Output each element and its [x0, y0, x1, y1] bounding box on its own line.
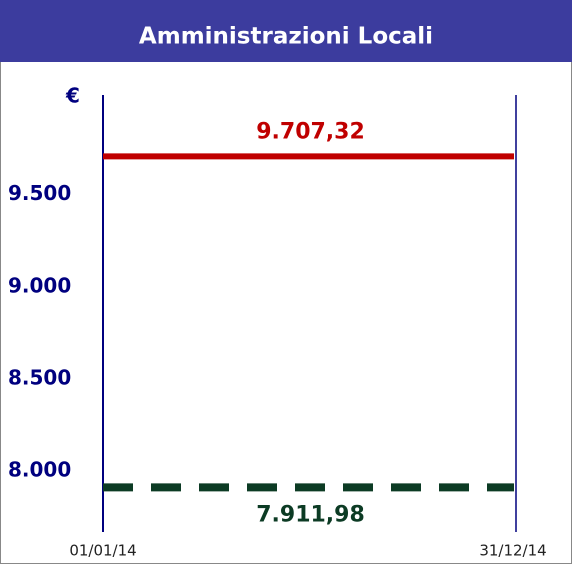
y-tick-label: 9.500 — [8, 181, 71, 205]
y-tick-label: 9.000 — [8, 273, 71, 297]
chart-title: Amministrazioni Locali — [139, 24, 433, 50]
data-label: 7.911,98 — [256, 502, 365, 527]
title-bar — [0, 0, 572, 62]
y-tick-label: 8.500 — [8, 365, 71, 389]
y-tick-label: 8.000 — [8, 458, 71, 482]
data-label: 9.707,32 — [256, 119, 365, 144]
x-tick-label: 31/12/14 — [479, 542, 546, 560]
y-axis-label: € — [65, 84, 80, 108]
x-tick-label: 01/01/14 — [69, 542, 136, 560]
